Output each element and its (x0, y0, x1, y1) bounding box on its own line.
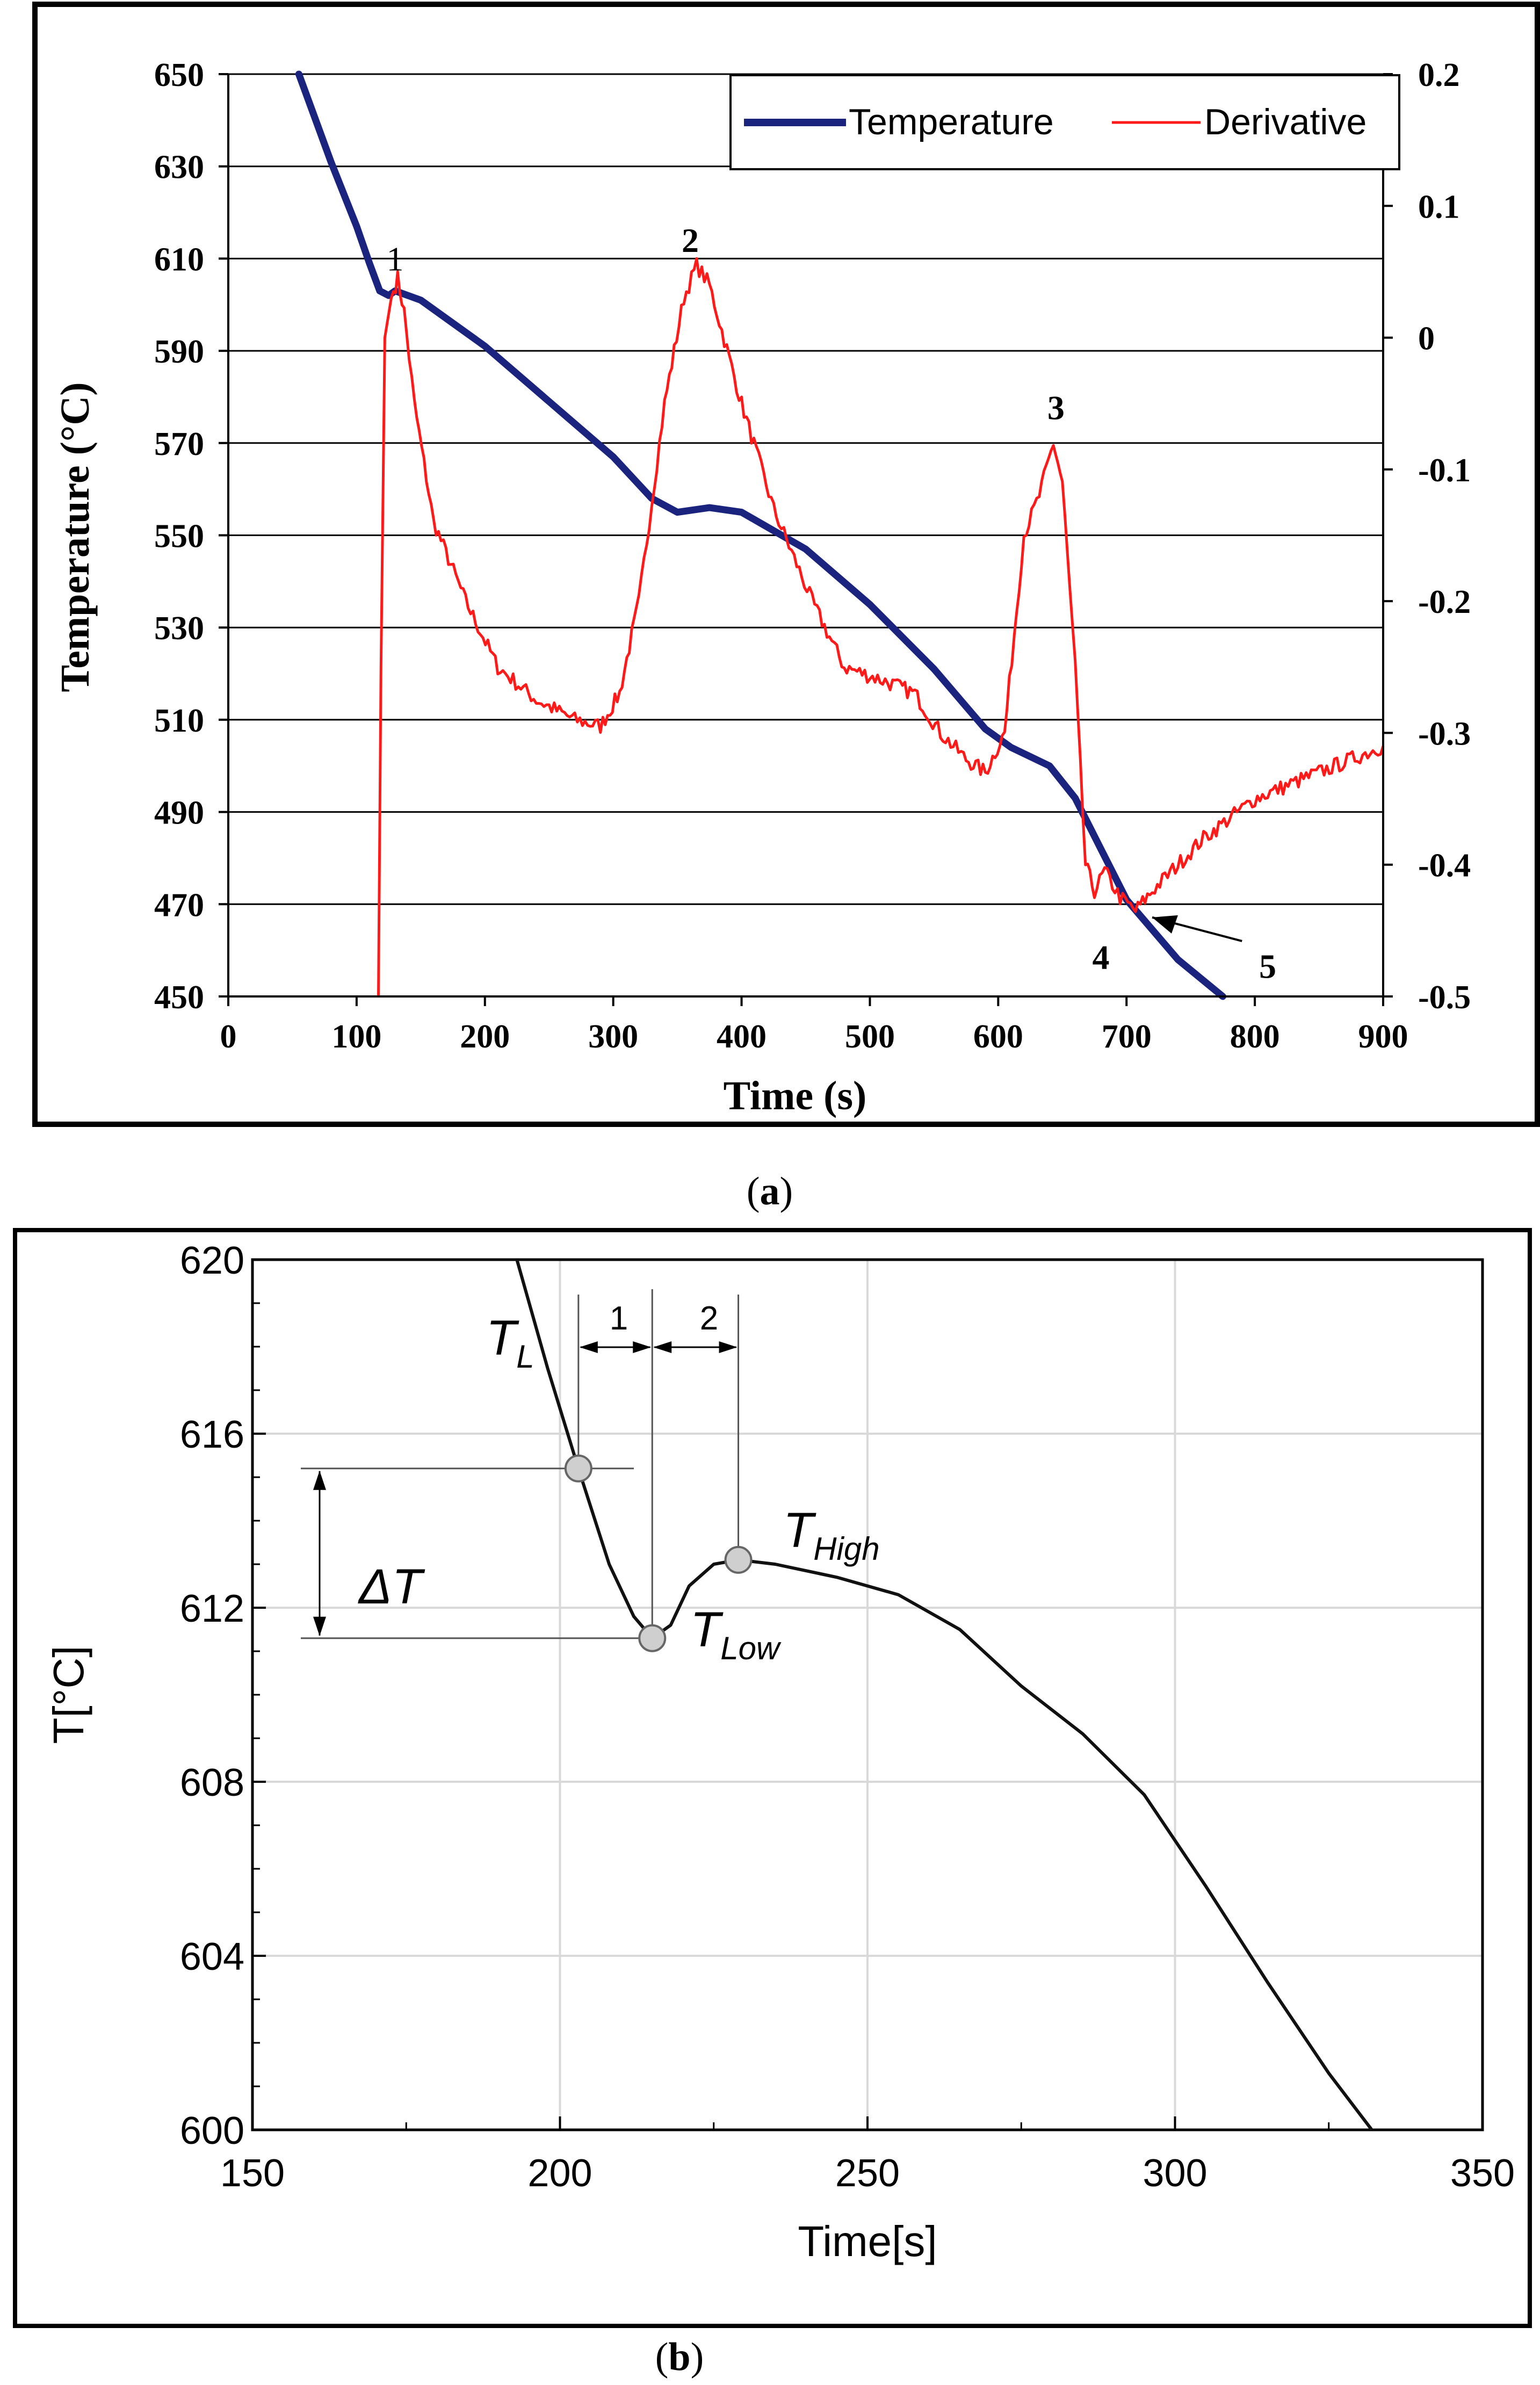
panel-b-y-tick-label: 612 (180, 1587, 244, 1630)
panel-a-y-tick-label: 530 (154, 610, 204, 647)
panel-b-guides (301, 1289, 740, 1639)
annotation-t-high-sub: High (813, 1531, 879, 1567)
panel-a-x-tick-label: 600 (973, 1018, 1023, 1055)
annotation-t-l-main: T (486, 1311, 519, 1365)
panel-a-y2-tick-label: -0.3 (1418, 716, 1471, 752)
panel-a-y2-tick-label: -0.1 (1418, 452, 1471, 489)
caption-b-letter: b (668, 2335, 690, 2379)
panel-a-arrow-5-head (1152, 915, 1178, 934)
annotation-t-l-sub: L (516, 1339, 534, 1375)
panel-a-x-tick-label: 400 (717, 1018, 767, 1055)
panel-b-frame (13, 1228, 1532, 2328)
panel-a-ticks: 450470490510530550570590610630650-0.5-0.… (154, 57, 1471, 1055)
delta-t-arrow-head-top (313, 1470, 326, 1490)
series-derivative-line (377, 257, 1385, 997)
panel-a-y-tick-label: 590 (154, 334, 204, 370)
panel-a: 450470490510530550570590610630650-0.5-0.… (32, 2, 1540, 1127)
panel-a-y2-tick-label: -0.4 (1418, 848, 1471, 884)
panel-a-y-tick-label: 570 (154, 426, 204, 462)
panel-a-x-tick-label: 900 (1358, 1018, 1408, 1055)
caption-b: (b) (655, 2335, 704, 2379)
panel-a-series (295, 70, 1385, 1000)
panel-a-peak-label-2: 2 (682, 221, 699, 259)
panel-a-y-axis-title: Temperature (°C) (53, 382, 98, 692)
panel-b-x-tick-label: 150 (220, 2152, 285, 2195)
annotation-t-low-main: T (690, 1602, 724, 1657)
legend-temperature-label: Temperature (849, 102, 1054, 142)
caption-a-letter: a (760, 1169, 780, 1213)
panel-a-y-tick-label: 450 (154, 979, 204, 1016)
delta-t-arrow-head-bottom (313, 1616, 326, 1636)
panel-b-y-tick-label: 604 (180, 1935, 244, 1978)
panel-a-y-tick-label: 470 (154, 887, 204, 923)
panel-a-y-tick-label: 510 (154, 703, 204, 739)
series-temperature-line (295, 70, 1226, 1000)
panel-a-x-tick-label: 500 (845, 1018, 895, 1055)
panel-b-y-axis-title: T[°C] (45, 1645, 92, 1744)
marker-t-high (724, 1545, 753, 1574)
panel-a-y2-tick-label: -0.5 (1418, 979, 1471, 1016)
cooling-curve-line (515, 1259, 1373, 2131)
panel-b-y-tick-label: 600 (180, 2109, 244, 2152)
panel-a-y-tick-label: 630 (154, 149, 204, 186)
panel-a-x-axis-title: Time (s) (724, 1073, 867, 1118)
panel-b-x-tick-label: 350 (1450, 2152, 1515, 2195)
annotation-t-high: THigh (783, 1503, 880, 1567)
panel-a-y-tick-label: 610 (154, 241, 204, 278)
panel-a-annotations: 1 2 3 4 5 (387, 221, 1276, 986)
panel-b-ticks: 600 604 608 612 616 620 150 200 250 300 350 (180, 1239, 1515, 2195)
panel-a-x-tick-label: 300 (588, 1018, 638, 1055)
panel-a-peak-label-5: 5 (1259, 948, 1276, 986)
legend: Temperature Derivative (729, 74, 1400, 170)
panel-b-points (564, 1454, 753, 1652)
panel-b-series (515, 1259, 1373, 2131)
interval-1-label: 1 (610, 1300, 628, 1337)
panel-a-y2-tick-label: 0.1 (1418, 189, 1460, 225)
panel-a-x-tick-label: 700 (1102, 1018, 1152, 1055)
interval-2-arrow-head-right (719, 1341, 738, 1353)
panel-a-peak-label-3: 3 (1047, 389, 1065, 427)
panel-a-peak-label-1: 1 (387, 240, 404, 278)
panel-b-y-tick-label: 620 (180, 1239, 244, 1282)
annotation-t-low: TLow (690, 1602, 782, 1666)
panel-a-frame (32, 2, 1540, 1127)
panel-b-x-tick-label: 250 (835, 2152, 900, 2195)
panel-a-x-tick-label: 100 (331, 1018, 381, 1055)
interval-2-arrow-head-left (653, 1341, 672, 1353)
panel-a-y2-tick-label: -0.2 (1418, 584, 1471, 620)
annotation-t-l: TL (486, 1311, 534, 1375)
panel-a-x-tick-label: 200 (460, 1018, 510, 1055)
panel-a-y-tick-label: 650 (154, 57, 204, 93)
panel-b-x-axis-title: Time[s] (798, 2217, 937, 2265)
annotation-t-low-sub: Low (720, 1630, 782, 1666)
panel-a-x-tick-label: 800 (1230, 1018, 1280, 1055)
panel-a-y-tick-label: 550 (154, 518, 204, 555)
legend-derivative-label: Derivative (1204, 102, 1367, 142)
panel-a-x-tick-label: 0 (220, 1018, 237, 1055)
panel-b-x-tick-label: 300 (1143, 2152, 1207, 2195)
panel-b-x-tick-label: 200 (527, 2152, 592, 2195)
panel-b-y-tick-label: 608 (180, 1761, 244, 1804)
panel-b-y-tick-label: 616 (180, 1413, 244, 1456)
annotation-t-high-main: T (783, 1503, 816, 1558)
interval-1-arrow-head-right (633, 1341, 652, 1353)
caption-a: (a) (747, 1169, 793, 1213)
marker-t-l (564, 1454, 592, 1483)
marker-t-low (638, 1624, 667, 1652)
panel-a-y-tick-label: 490 (154, 795, 204, 832)
annotation-delta-t: ΔT (358, 1559, 425, 1614)
panel-a-y2-tick-label: 0 (1418, 321, 1435, 357)
panel-a-y2-tick-label: 0.2 (1418, 57, 1460, 93)
interval-1-arrow-head-left (579, 1341, 598, 1353)
panel-a-peak-label-4: 4 (1092, 938, 1109, 976)
interval-2-label: 2 (700, 1300, 718, 1337)
